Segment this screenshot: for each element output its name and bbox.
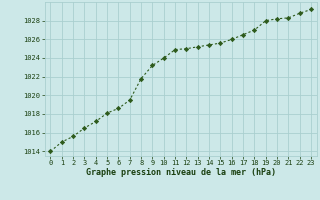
- X-axis label: Graphe pression niveau de la mer (hPa): Graphe pression niveau de la mer (hPa): [86, 168, 276, 177]
